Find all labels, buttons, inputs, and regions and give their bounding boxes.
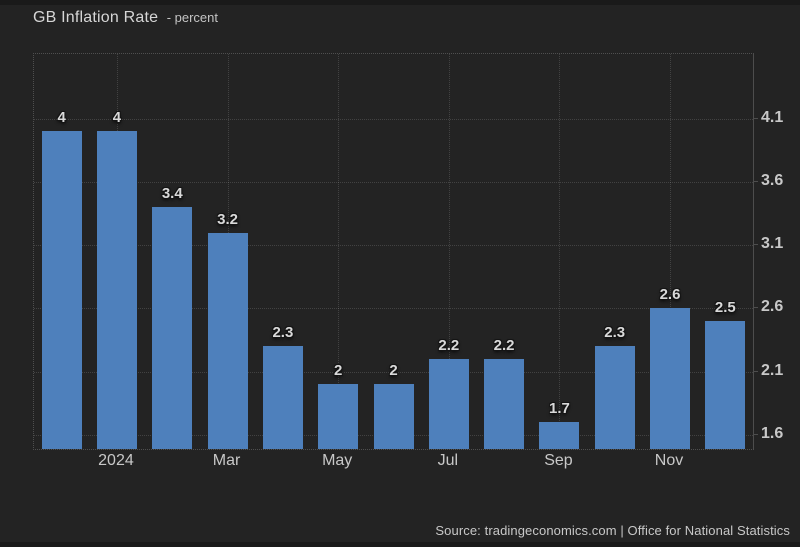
bar-value-label: 2: [389, 362, 398, 380]
bar-value-label: 2.3: [604, 324, 626, 342]
y-tick-label: 3.1: [761, 235, 784, 253]
y-axis-tick: [753, 117, 758, 119]
grid-line-vertical: [670, 54, 672, 449]
bar[interactable]: [373, 384, 414, 449]
chart-header: GB Inflation Rate - percent: [33, 9, 218, 27]
x-tick-label: Nov: [654, 452, 684, 469]
bar[interactable]: [207, 232, 248, 449]
bar[interactable]: [428, 359, 469, 449]
bar-value-label: 2: [334, 362, 343, 380]
chart-title: GB Inflation Rate: [33, 9, 159, 26]
bar-value-label: 2.3: [272, 324, 294, 342]
y-tick-label: 4.1: [761, 108, 784, 126]
plot-area: 4 4 3.4 3.2 2.3 2 2 2.2 2.2 1.7 2.3 2.6 2.5: [33, 53, 754, 450]
bar[interactable]: [650, 308, 691, 449]
y-axis-tick: [753, 307, 758, 309]
bar-value-label: 2.2: [438, 337, 460, 355]
grid-line-horizontal: [34, 181, 753, 183]
bar-value-label: 3.4: [161, 185, 183, 203]
x-tick-label: Sep: [544, 452, 573, 469]
bar[interactable]: [539, 422, 580, 449]
bar-value-label: 2.6: [659, 286, 681, 304]
chart-subtitle: - percent: [166, 10, 219, 25]
bar[interactable]: [705, 321, 746, 449]
bar-value-label: 4: [112, 109, 122, 127]
grid-line-horizontal: [34, 308, 753, 310]
y-axis-tick: [753, 370, 758, 372]
top-edge-strip: [0, 0, 800, 5]
x-tick-label: Mar: [212, 452, 241, 469]
y-axis-tick: [753, 244, 758, 246]
bar[interactable]: [152, 207, 193, 449]
y-tick-label: 2.6: [761, 298, 784, 316]
grid-line-horizontal: [34, 245, 753, 247]
bar-value-label: 4: [57, 109, 66, 127]
grid-line-vertical: [559, 54, 561, 449]
bottom-edge-strip: [0, 542, 800, 547]
grid-line-horizontal: [34, 118, 753, 120]
bar-value-label: 2.5: [714, 299, 736, 317]
grid-line-vertical: [338, 54, 340, 449]
x-tick-label: May: [322, 452, 353, 469]
source-attribution: Source: tradingeconomics.com | Office fo…: [435, 523, 790, 538]
y-tick-label: 2.1: [761, 361, 784, 379]
bar[interactable]: [484, 359, 525, 449]
y-tick-label: 3.6: [761, 171, 784, 189]
y-axis-tick: [753, 434, 758, 436]
grid-line-horizontal: [34, 371, 753, 373]
bar[interactable]: [262, 346, 303, 449]
x-tick-label: Jul: [437, 452, 459, 469]
y-tick-label: 1.6: [761, 425, 784, 443]
bar[interactable]: [318, 384, 359, 449]
bar-value-label: 3.2: [217, 210, 238, 228]
grid-line-vertical: [448, 54, 450, 449]
bar[interactable]: [96, 131, 137, 449]
bar[interactable]: [594, 346, 635, 449]
x-tick-label: 2024: [98, 452, 134, 469]
bar[interactable]: [41, 131, 82, 449]
bar-value-label: 1.7: [548, 400, 570, 418]
y-axis-tick: [753, 180, 758, 182]
bar-value-label: 2.2: [493, 337, 515, 355]
